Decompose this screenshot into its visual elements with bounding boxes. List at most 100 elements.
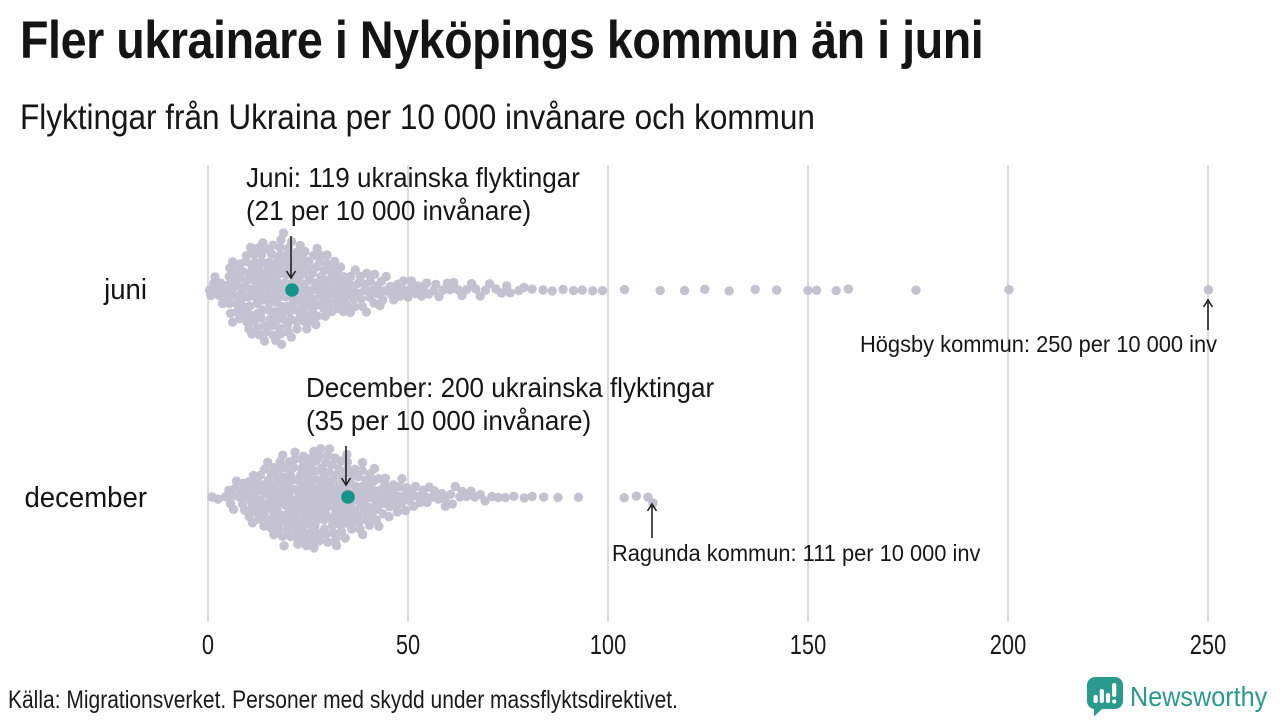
swarm-dot <box>335 262 346 272</box>
swarm-dot <box>228 504 239 514</box>
swarm-dot <box>342 300 352 310</box>
swarm-dot <box>577 285 587 295</box>
annotation-arrow <box>1202 298 1214 330</box>
annotation-arrow <box>646 502 658 538</box>
swarm-dot <box>911 285 921 295</box>
swarm-dot <box>307 534 317 545</box>
annotation-hogsby: Högsby kommun: 250 per 10 000 inv <box>860 331 1218 357</box>
swarm-dot <box>263 457 273 467</box>
swarm-dot <box>539 492 549 502</box>
swarm-dot <box>447 499 458 509</box>
swarm-dot <box>631 491 642 501</box>
swarm-dot <box>254 330 265 340</box>
swarm-dot <box>324 444 335 454</box>
annotation-juni: Juni: 119 ukrainska flyktingar (21 per 1… <box>246 161 580 227</box>
swarm-dot <box>397 474 407 484</box>
newsworthy-logo-icon <box>1086 677 1123 717</box>
swarm-dot <box>356 294 366 304</box>
swarm-dot <box>236 486 246 497</box>
swarm-dot <box>843 284 854 294</box>
swarm-dot <box>276 339 287 349</box>
swarm-dot <box>322 250 332 260</box>
row-label-juni: juni <box>104 274 147 306</box>
swarm-dot <box>431 279 441 290</box>
swarm-dot <box>400 505 411 516</box>
swarm-dot <box>311 319 321 330</box>
swarm-dot <box>384 512 394 522</box>
swarm-dot <box>291 247 302 258</box>
swarm-dot <box>274 465 284 476</box>
swarm-dot <box>224 298 235 309</box>
swarm-dot <box>500 492 510 503</box>
x-tick-label: 100 <box>589 629 627 660</box>
swarm-dot <box>1203 285 1214 295</box>
swarm-dot <box>655 285 665 296</box>
swarm-dot <box>396 498 407 508</box>
swarm-dot <box>619 284 630 295</box>
x-tick-label: 0 <box>201 629 215 660</box>
swarm-dot <box>315 444 326 454</box>
swarm-dot <box>310 278 321 288</box>
swarm-dot <box>329 256 340 267</box>
swarm-dot <box>300 246 310 257</box>
swarm-row-december <box>207 444 658 553</box>
swarm-dot <box>588 286 598 296</box>
swarm-dot <box>288 462 299 473</box>
swarm-dot <box>362 268 372 278</box>
chart-subtitle: Flyktingar från Ukraina per 10 000 invån… <box>20 98 815 137</box>
swarm-dot <box>279 541 289 551</box>
swarm-dot <box>309 543 319 553</box>
swarm-dot <box>1004 284 1014 295</box>
swarm-dot <box>319 303 329 314</box>
swarm-dot <box>314 536 324 546</box>
swarm-dot <box>831 286 841 296</box>
swarm-dot <box>299 533 309 544</box>
swarm-dot <box>259 336 270 346</box>
swarm-dot <box>342 457 353 467</box>
swarm-dot <box>573 492 584 502</box>
swarm-dot <box>568 285 579 296</box>
brand-name: Newsworthy <box>1130 681 1268 712</box>
swarm-dot <box>292 324 302 334</box>
annotation-december: December: 200 ukrainska flyktingar (35 p… <box>306 371 714 437</box>
swarm-dot <box>724 286 734 296</box>
swarm-dot <box>274 523 284 534</box>
swarm-dot <box>509 491 519 501</box>
swarm-dot <box>403 292 413 302</box>
swarm-dot <box>448 277 459 288</box>
swarm-dot <box>305 527 316 537</box>
annotation-december-line2: (35 per 10 000 invånare) <box>306 405 592 436</box>
swarm-dot <box>301 540 311 551</box>
swarm-dot <box>421 278 432 288</box>
swarm-dot <box>679 285 690 296</box>
swarm-dot <box>438 285 448 295</box>
swarm-dot <box>257 295 267 305</box>
swarm-dot <box>313 311 323 321</box>
swarm-dot <box>245 301 255 311</box>
swarm-dot <box>216 278 226 288</box>
swarm-dot <box>241 251 252 261</box>
swarm-dot <box>213 494 223 504</box>
swarm-dot <box>547 286 557 296</box>
swarm-dot <box>285 470 296 481</box>
swarm-dot <box>351 481 361 492</box>
swarm-dot <box>364 520 375 530</box>
annotation-juni-line2: (21 per 10 000 invånare) <box>246 195 532 226</box>
swarm-row-juni <box>204 228 1214 349</box>
highlight-dot-december <box>341 490 355 504</box>
swarm-dot <box>275 329 286 339</box>
swarm-dot <box>381 271 391 282</box>
swarm-dot <box>361 307 372 317</box>
swarm-dot <box>527 284 537 294</box>
swarm-dot <box>445 489 456 499</box>
swarm-dot <box>321 530 331 540</box>
swarm-dot <box>370 269 380 279</box>
swarm-dot <box>354 517 365 527</box>
swarm-dot <box>314 451 324 461</box>
swarm-dot <box>772 285 782 295</box>
swarm-dot <box>233 281 243 291</box>
swarm-dot <box>275 242 285 253</box>
swarm-dot <box>275 251 285 261</box>
swarm-dot <box>268 240 278 250</box>
